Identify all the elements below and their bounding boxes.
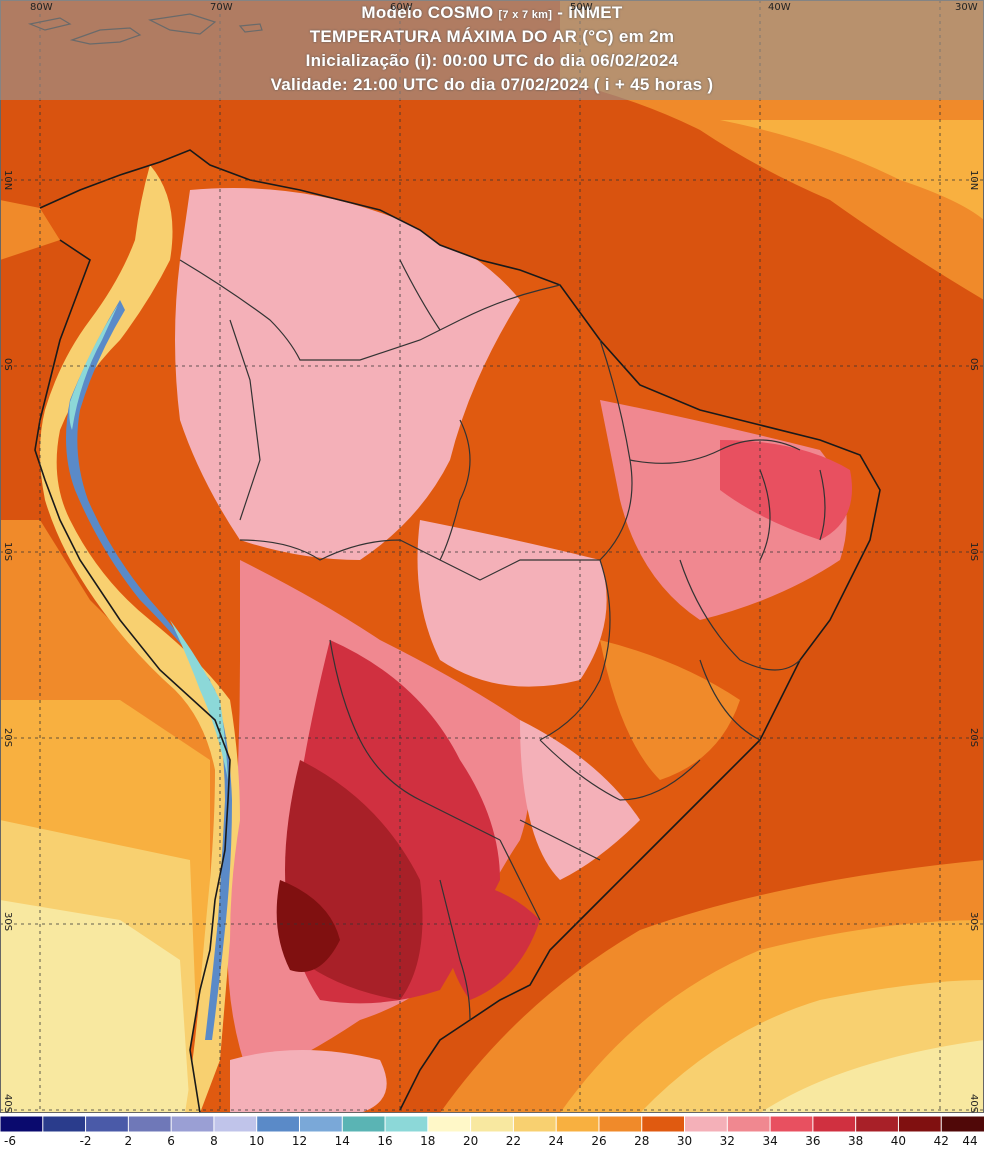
colorbar-swatch bbox=[855, 1115, 900, 1133]
colorbar-label: 28 bbox=[634, 1134, 650, 1148]
lon-label: 80W bbox=[30, 2, 53, 13]
lat-label-right: 30S bbox=[968, 912, 979, 932]
colorbar-label: 20 bbox=[462, 1134, 479, 1148]
lat-label-left: 0S bbox=[2, 358, 13, 371]
lon-label: 70W bbox=[210, 2, 233, 13]
colorbar-label: 8 bbox=[210, 1134, 218, 1148]
colorbar-label: 26 bbox=[591, 1134, 607, 1148]
colorbar-swatch bbox=[42, 1115, 87, 1133]
lat-label-left: 10S bbox=[2, 542, 13, 562]
lat-label-right: 10S bbox=[968, 542, 979, 562]
colorbar-label: 14 bbox=[334, 1134, 350, 1148]
colorbar-label: 36 bbox=[805, 1134, 821, 1148]
colorbar-swatch bbox=[170, 1115, 215, 1133]
colorbar-swatch bbox=[470, 1115, 515, 1133]
lat-label-right: 40S bbox=[968, 1094, 979, 1114]
colorbar-swatch bbox=[512, 1115, 558, 1133]
colorbar-swatch bbox=[213, 1115, 258, 1133]
colorbar-label: 2 bbox=[124, 1134, 133, 1148]
valid-time: Validade: 21:00 UTC do dia 07/02/2024 ( … bbox=[270, 75, 714, 94]
colorbar-swatch bbox=[341, 1115, 387, 1133]
colorbar-swatch bbox=[427, 1115, 472, 1133]
lat-label-right: 0S bbox=[968, 358, 979, 371]
lat-label-left: 40S bbox=[2, 1094, 13, 1114]
colorbar-label: 40 bbox=[890, 1134, 907, 1148]
colorbar-label: 6 bbox=[167, 1134, 175, 1148]
title-band bbox=[0, 0, 984, 100]
lat-label-right: 10N bbox=[968, 170, 979, 191]
colorbar-label: 24 bbox=[548, 1134, 564, 1148]
colorbar-label: 12 bbox=[291, 1134, 308, 1148]
colorbar-swatch bbox=[555, 1115, 600, 1133]
colorbar-swatch bbox=[0, 1115, 44, 1133]
colorbar-swatch bbox=[384, 1115, 429, 1133]
colorbar-swatch bbox=[127, 1115, 173, 1133]
colorbar-swatch bbox=[812, 1115, 857, 1133]
lat-label-left: 30S bbox=[2, 912, 13, 932]
colorbar-swatch bbox=[598, 1115, 643, 1133]
model-title: Modelo COSMO [7 x 7 km] - INMET bbox=[361, 3, 623, 22]
colorbar-label: -2 bbox=[79, 1134, 92, 1148]
colorbar-label: 18 bbox=[420, 1134, 436, 1148]
lon-label: 50W bbox=[570, 2, 593, 13]
colorbar-swatch bbox=[897, 1115, 943, 1133]
colorbar bbox=[0, 1115, 984, 1133]
colorbar-label: 16 bbox=[377, 1134, 393, 1148]
lon-label: 60W bbox=[390, 2, 413, 13]
lon-label: 30W bbox=[955, 2, 978, 13]
colorbar-label: 30 bbox=[676, 1134, 693, 1148]
colorbar-swatch bbox=[298, 1115, 344, 1133]
colorbar-label: 22 bbox=[505, 1134, 522, 1148]
colorbar-label: 44 bbox=[962, 1134, 978, 1148]
lon-label: 40W bbox=[768, 2, 791, 13]
colorbar-label: 38 bbox=[848, 1134, 864, 1148]
colorbar-label: 34 bbox=[762, 1134, 778, 1148]
colorbar-swatch bbox=[85, 1115, 130, 1133]
colorbar-swatch bbox=[769, 1115, 814, 1133]
colorbar-swatch bbox=[684, 1115, 729, 1133]
colorbar-label: 42 bbox=[933, 1134, 949, 1148]
lat-label-left: 20S bbox=[2, 728, 13, 748]
colorbar-swatch bbox=[641, 1115, 686, 1133]
colorbar-label: -6 bbox=[4, 1134, 16, 1148]
colorbar-swatch bbox=[940, 1115, 984, 1133]
colorbar-label: 10 bbox=[249, 1134, 265, 1148]
colorbar-swatch bbox=[256, 1115, 301, 1133]
colorbar-swatch bbox=[726, 1115, 772, 1133]
variable-title: TEMPERATURA MÁXIMA DO AR (°C) em 2m bbox=[309, 27, 675, 46]
colorbar-label: 32 bbox=[719, 1134, 735, 1148]
init-time: Inicialização (i): 00:00 UTC do dia 06/0… bbox=[305, 51, 679, 70]
lat-label-right: 20S bbox=[968, 728, 979, 748]
lat-label-left: 10N bbox=[2, 170, 13, 191]
